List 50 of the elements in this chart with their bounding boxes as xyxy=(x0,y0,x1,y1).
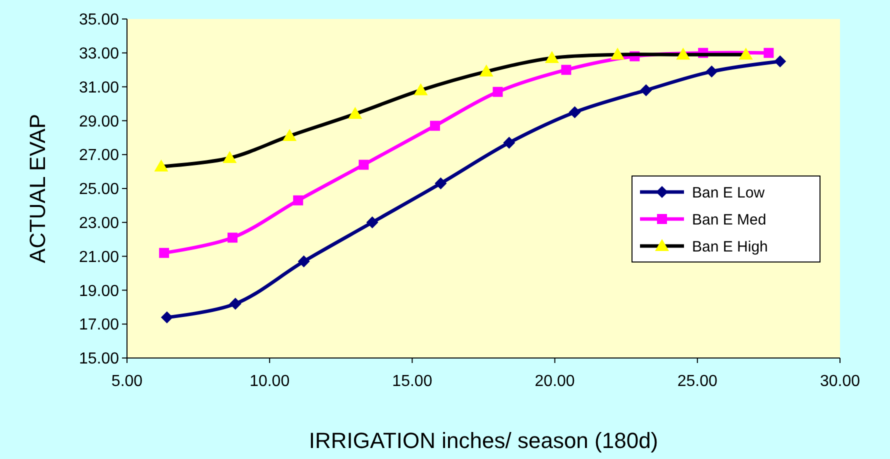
point xyxy=(561,64,572,75)
y-tick-label: 17.00 xyxy=(78,316,120,334)
point xyxy=(676,48,690,60)
point xyxy=(160,311,173,324)
point xyxy=(366,216,378,228)
x-tick-label: 10.00 xyxy=(250,373,290,390)
point xyxy=(568,106,581,118)
y-tick-label: 27.00 xyxy=(78,147,120,164)
point xyxy=(434,177,447,190)
y-tick-label: 29.00 xyxy=(78,113,120,130)
point xyxy=(293,195,304,206)
point xyxy=(159,248,170,258)
x-tick-label: 25.00 xyxy=(677,373,718,390)
y-axis-title: ACTUAL EVAP xyxy=(25,114,50,264)
point xyxy=(282,128,297,141)
y-tick-label: 21.00 xyxy=(78,248,120,266)
point xyxy=(764,48,774,58)
point xyxy=(229,298,242,310)
point xyxy=(706,66,718,78)
x-tick-label: 20.00 xyxy=(534,373,575,390)
x-tick-label: 5.00 xyxy=(111,373,143,390)
point xyxy=(348,106,362,119)
y-tick-label: 19.00 xyxy=(78,282,120,300)
point xyxy=(610,48,625,60)
point xyxy=(479,64,494,77)
y-tick-label: 31.00 xyxy=(78,79,120,96)
point xyxy=(222,150,237,163)
legend-label: Ban E Med xyxy=(692,211,766,228)
point xyxy=(503,136,516,149)
x-tick-label: 15.00 xyxy=(392,373,432,390)
x-tick-label: 30.00 xyxy=(820,373,860,390)
point xyxy=(414,83,428,96)
y-tick-label: 15.00 xyxy=(78,350,120,368)
point xyxy=(492,86,503,97)
point xyxy=(228,232,238,243)
point xyxy=(738,48,753,60)
point xyxy=(154,159,168,172)
y-tick-label: 33.00 xyxy=(78,46,120,62)
point xyxy=(298,255,310,268)
y-tick-label: 23.00 xyxy=(78,215,120,232)
point xyxy=(358,160,369,170)
x-axis-title: IRRIGATION inches/ season (180d) xyxy=(308,428,658,453)
y-tick-label: 25.00 xyxy=(78,181,120,198)
point xyxy=(640,84,652,96)
y-tick-label: 35.00 xyxy=(78,12,120,29)
point xyxy=(774,55,786,68)
legend-label: Ban E Low xyxy=(692,184,765,202)
point xyxy=(544,50,559,63)
legend-label: Ban E High xyxy=(692,238,768,256)
point xyxy=(430,120,440,131)
